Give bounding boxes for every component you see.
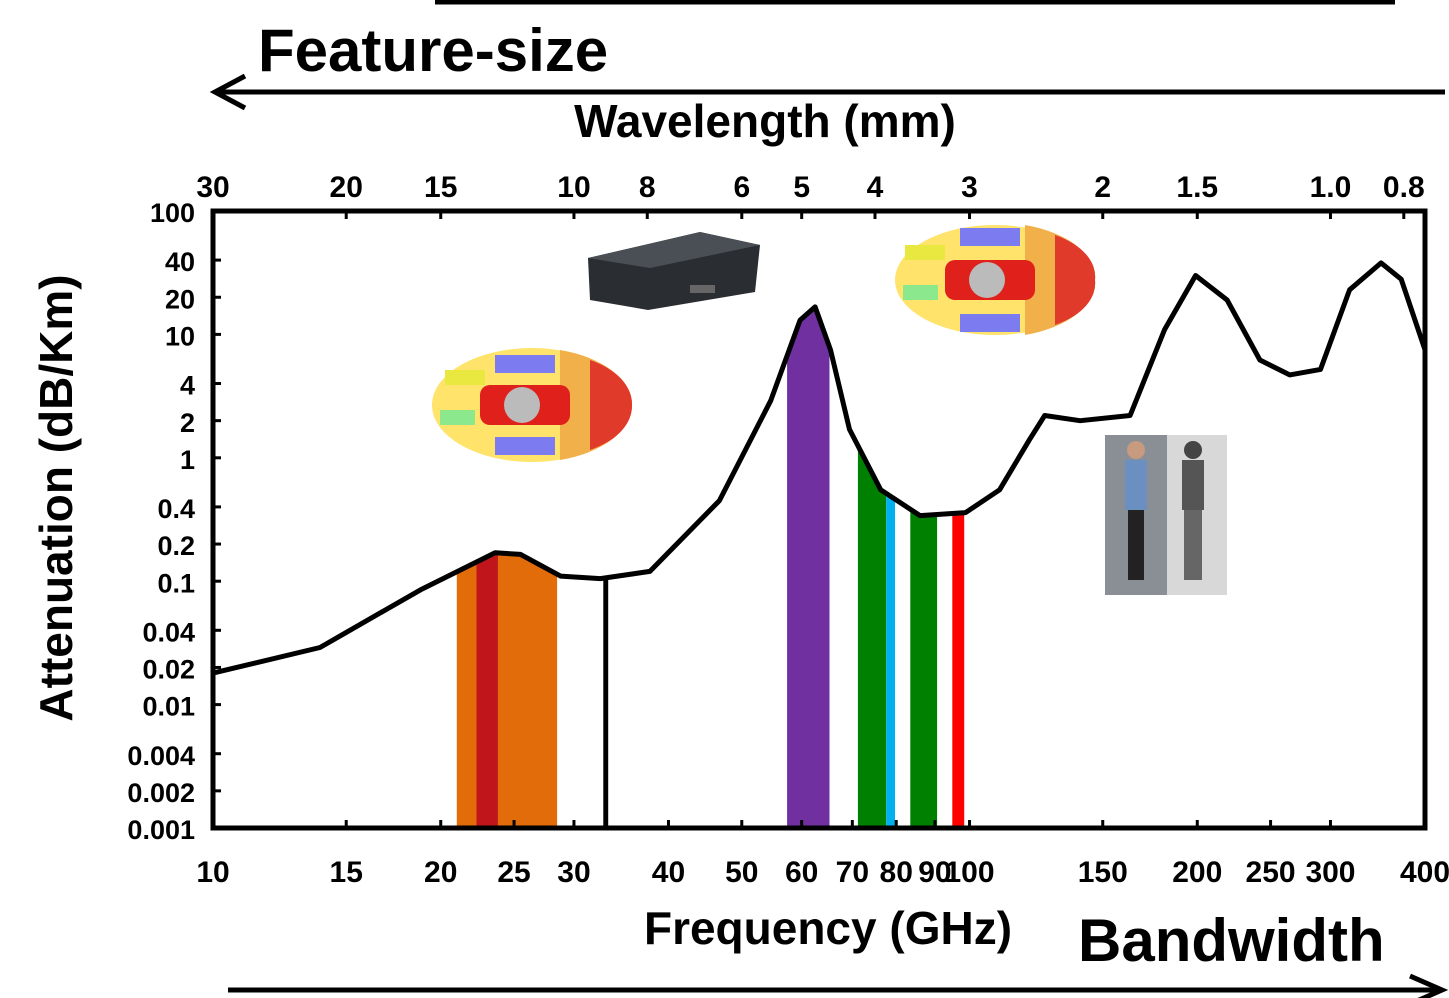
x-tick-label: 100 [944, 856, 994, 889]
x2-tick-label: 30 [196, 171, 229, 204]
y-tick-label: 0.001 [127, 815, 195, 845]
body-scan-icon [1105, 435, 1227, 595]
y-tick-label: 0.002 [127, 778, 195, 808]
bandwidth-label: Bandwidth [1078, 907, 1385, 974]
y-tick-label: 0.004 [127, 741, 195, 771]
frequency-band [477, 553, 498, 828]
x2-tick-label: 20 [330, 171, 363, 204]
bandwidth-arrowhead [1410, 976, 1442, 998]
x2-tick-label: 4 [867, 171, 884, 204]
x2-tick-label: 6 [733, 171, 750, 204]
x2-tick-label: 2 [1094, 171, 1111, 204]
y-tick-label: 40 [165, 247, 195, 277]
x-tick-label: 70 [836, 856, 869, 889]
y-tick-label: 0.4 [157, 494, 195, 524]
x2-tick-label: 8 [639, 171, 656, 204]
x2-tick-label: 15 [424, 171, 457, 204]
x-tick-label: 80 [880, 856, 913, 889]
x2-tick-label: 5 [793, 171, 810, 204]
frequency-band [886, 494, 895, 829]
feature-label: Feature-size [258, 17, 608, 84]
frequency-band [603, 577, 608, 828]
x-tick-label: 60 [785, 856, 818, 889]
y-tick-label: 10 [165, 322, 195, 352]
y-tick-label: 0.02 [142, 655, 195, 685]
y-tick-label: 0.04 [142, 617, 195, 647]
x-tick-label: 25 [497, 856, 530, 889]
frequency-band [910, 509, 937, 828]
y-tick-label: 4 [180, 371, 195, 401]
x2-axis-title: Wavelength (mm) [574, 95, 956, 147]
x2-tick-label: 10 [557, 171, 590, 204]
y-tick-label: 20 [165, 284, 195, 314]
radar-device-icon [588, 232, 760, 310]
x-tick-label: 15 [330, 856, 363, 889]
x-tick-label: 30 [557, 856, 590, 889]
x-tick-label: 200 [1172, 856, 1222, 889]
car-sensor-icon [895, 225, 1095, 335]
frequency-band [858, 446, 886, 828]
x2-tick-label: 1.5 [1176, 171, 1218, 204]
x2-tick-label: 0.8 [1383, 171, 1425, 204]
x2-tick-label: 3 [961, 171, 978, 204]
frequency-band [952, 513, 964, 828]
frequency-band [457, 553, 557, 828]
car-sensor-icon [432, 348, 632, 462]
y-tick-label: 100 [150, 198, 195, 228]
x-tick-label: 20 [424, 856, 457, 889]
frequency-band [787, 308, 829, 828]
y-tick-label: 1 [180, 445, 195, 475]
x-tick-label: 150 [1078, 856, 1128, 889]
y-tick-label: 0.01 [142, 692, 195, 722]
x-axis-title: Frequency (GHz) [644, 902, 1012, 954]
x-tick-label: 400 [1400, 856, 1449, 889]
chart: Feature-size Bandwidth Wavelength (mm) F… [0, 0, 1449, 998]
x-tick-label: 10 [196, 856, 229, 889]
y-tick-label: 2 [180, 408, 195, 438]
x-tick-label: 40 [652, 856, 685, 889]
y-tick-label: 0.1 [157, 568, 195, 598]
x-tick-label: 250 [1246, 856, 1296, 889]
y-tick-label: 0.2 [157, 531, 195, 561]
x-tick-label: 50 [725, 856, 758, 889]
y-axis-title: Attenuation (dB/Km) [30, 274, 82, 721]
x2-tick-label: 1.0 [1310, 171, 1352, 204]
x-tick-label: 300 [1305, 856, 1355, 889]
